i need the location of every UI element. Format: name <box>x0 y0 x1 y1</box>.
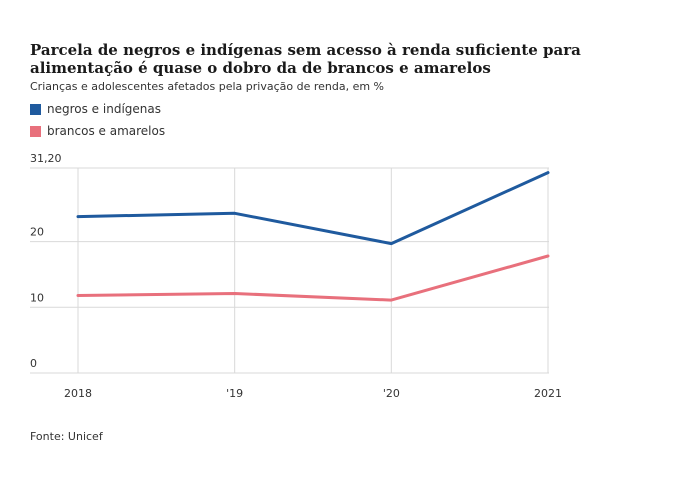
legend-item-brancos: brancos e amarelos <box>30 120 165 142</box>
y-tick-label: 10 <box>30 291 44 304</box>
x-tick-label: '20 <box>383 387 400 400</box>
legend-swatch-negros <box>30 103 41 115</box>
legend-swatch-brancos <box>30 125 41 137</box>
legend-item-negros: negros e indígenas <box>30 98 165 120</box>
series-line-brancos <box>76 254 550 302</box>
x-tick-label: 2018 <box>64 387 92 400</box>
legend-label-negros: negros e indígenas <box>47 102 161 116</box>
legend: negros e indígenas brancos e amarelos <box>30 98 165 142</box>
y-tick-label: 0 <box>30 357 37 370</box>
series-line-negros <box>76 171 550 246</box>
x-tick-label: 2021 <box>534 387 562 400</box>
y-tick-label: 20 <box>30 226 44 239</box>
chart-title: Parcela de negros e indígenas sem acesso… <box>30 41 581 77</box>
y-tick-label: 31,20 <box>30 152 62 165</box>
source-note: Fonte: Unicef <box>30 430 103 443</box>
legend-label-brancos: brancos e amarelos <box>47 124 166 138</box>
chart-subtitle: Crianças e adolescentes afetados pela pr… <box>30 80 385 93</box>
x-tick-label: '19 <box>226 387 243 400</box>
